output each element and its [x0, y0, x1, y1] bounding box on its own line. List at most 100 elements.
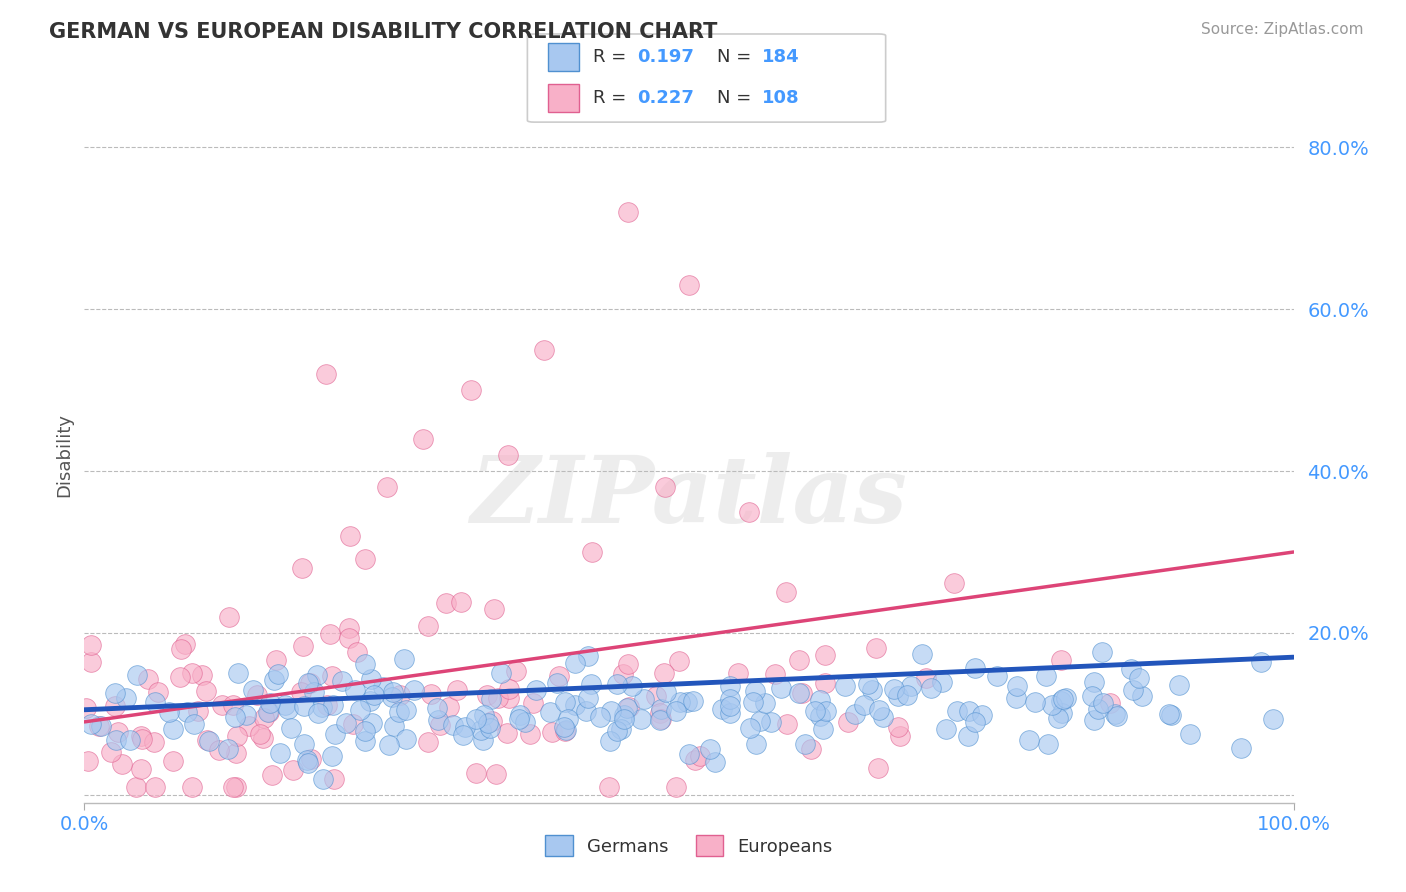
Point [330, 674, 353, 689]
Point [612, 666, 634, 681]
Point [1005, 691, 1028, 706]
Point [1167, 678, 1189, 692]
Point [1024, 696, 1046, 710]
Point [381, 690, 404, 704]
Point [557, 712, 579, 726]
Point [931, 675, 953, 690]
Point [654, 480, 676, 494]
Point [1128, 671, 1150, 685]
Point [274, 698, 297, 713]
Point [80, 655, 103, 669]
Point [524, 682, 547, 697]
Point [311, 699, 333, 714]
Point [412, 432, 434, 446]
Point [471, 732, 494, 747]
Text: R =: R = [593, 48, 631, 66]
Point [222, 698, 245, 713]
Point [256, 705, 278, 719]
Point [498, 681, 520, 696]
Point [675, 695, 697, 709]
Point [1040, 698, 1063, 713]
Point [1250, 655, 1272, 669]
Point [613, 708, 636, 723]
Point [453, 728, 475, 742]
Point [1091, 696, 1114, 710]
Point [416, 734, 439, 748]
Point [426, 700, 449, 714]
Text: R =: R = [593, 89, 631, 107]
Point [392, 652, 415, 666]
Point [775, 585, 797, 599]
Point [354, 724, 377, 739]
Point [1050, 653, 1073, 667]
Point [718, 691, 741, 706]
Point [704, 756, 727, 770]
Point [1104, 706, 1126, 721]
Point [375, 480, 398, 494]
Point [346, 645, 368, 659]
Point [678, 278, 700, 293]
Point [1180, 727, 1202, 741]
Point [868, 703, 890, 717]
Point [363, 688, 385, 702]
Point [280, 721, 302, 735]
Point [318, 627, 340, 641]
Point [920, 681, 942, 696]
FancyBboxPatch shape [548, 84, 579, 112]
Point [143, 695, 166, 709]
Point [323, 726, 346, 740]
Point [162, 722, 184, 736]
Point [143, 780, 166, 794]
Point [1091, 645, 1114, 659]
Point [291, 561, 314, 575]
Point [194, 683, 217, 698]
Point [606, 723, 628, 738]
Point [322, 698, 344, 713]
Point [759, 715, 782, 730]
Point [465, 712, 488, 726]
Point [683, 753, 706, 767]
Point [555, 723, 578, 737]
Text: 184: 184 [762, 48, 799, 66]
Point [896, 688, 918, 702]
Text: 108: 108 [762, 89, 799, 107]
Point [610, 723, 633, 737]
Point [617, 699, 640, 714]
Point [211, 698, 233, 712]
Point [808, 693, 831, 707]
Point [252, 731, 274, 746]
Point [579, 677, 602, 691]
Point [883, 682, 905, 697]
Text: 0.197: 0.197 [638, 48, 695, 66]
Point [267, 667, 290, 681]
Point [146, 685, 169, 699]
Point [191, 668, 214, 682]
Point [359, 693, 381, 707]
Point [337, 631, 360, 645]
Point [1046, 711, 1069, 725]
Point [218, 609, 240, 624]
Point [1105, 708, 1128, 723]
Point [533, 343, 555, 357]
Point [262, 768, 284, 782]
Point [291, 639, 314, 653]
Point [427, 713, 450, 727]
Point [655, 685, 678, 699]
Point [787, 686, 810, 700]
Point [1050, 694, 1073, 708]
FancyBboxPatch shape [548, 44, 579, 71]
Point [589, 709, 612, 723]
Point [77, 754, 100, 768]
Point [1087, 701, 1109, 715]
Point [946, 704, 969, 718]
Point [104, 732, 127, 747]
Point [263, 673, 285, 688]
Point [353, 734, 375, 748]
Point [689, 748, 711, 763]
Point [872, 710, 894, 724]
Point [1018, 732, 1040, 747]
Point [297, 676, 319, 690]
Point [115, 691, 138, 706]
Point [481, 714, 503, 728]
Point [111, 757, 134, 772]
